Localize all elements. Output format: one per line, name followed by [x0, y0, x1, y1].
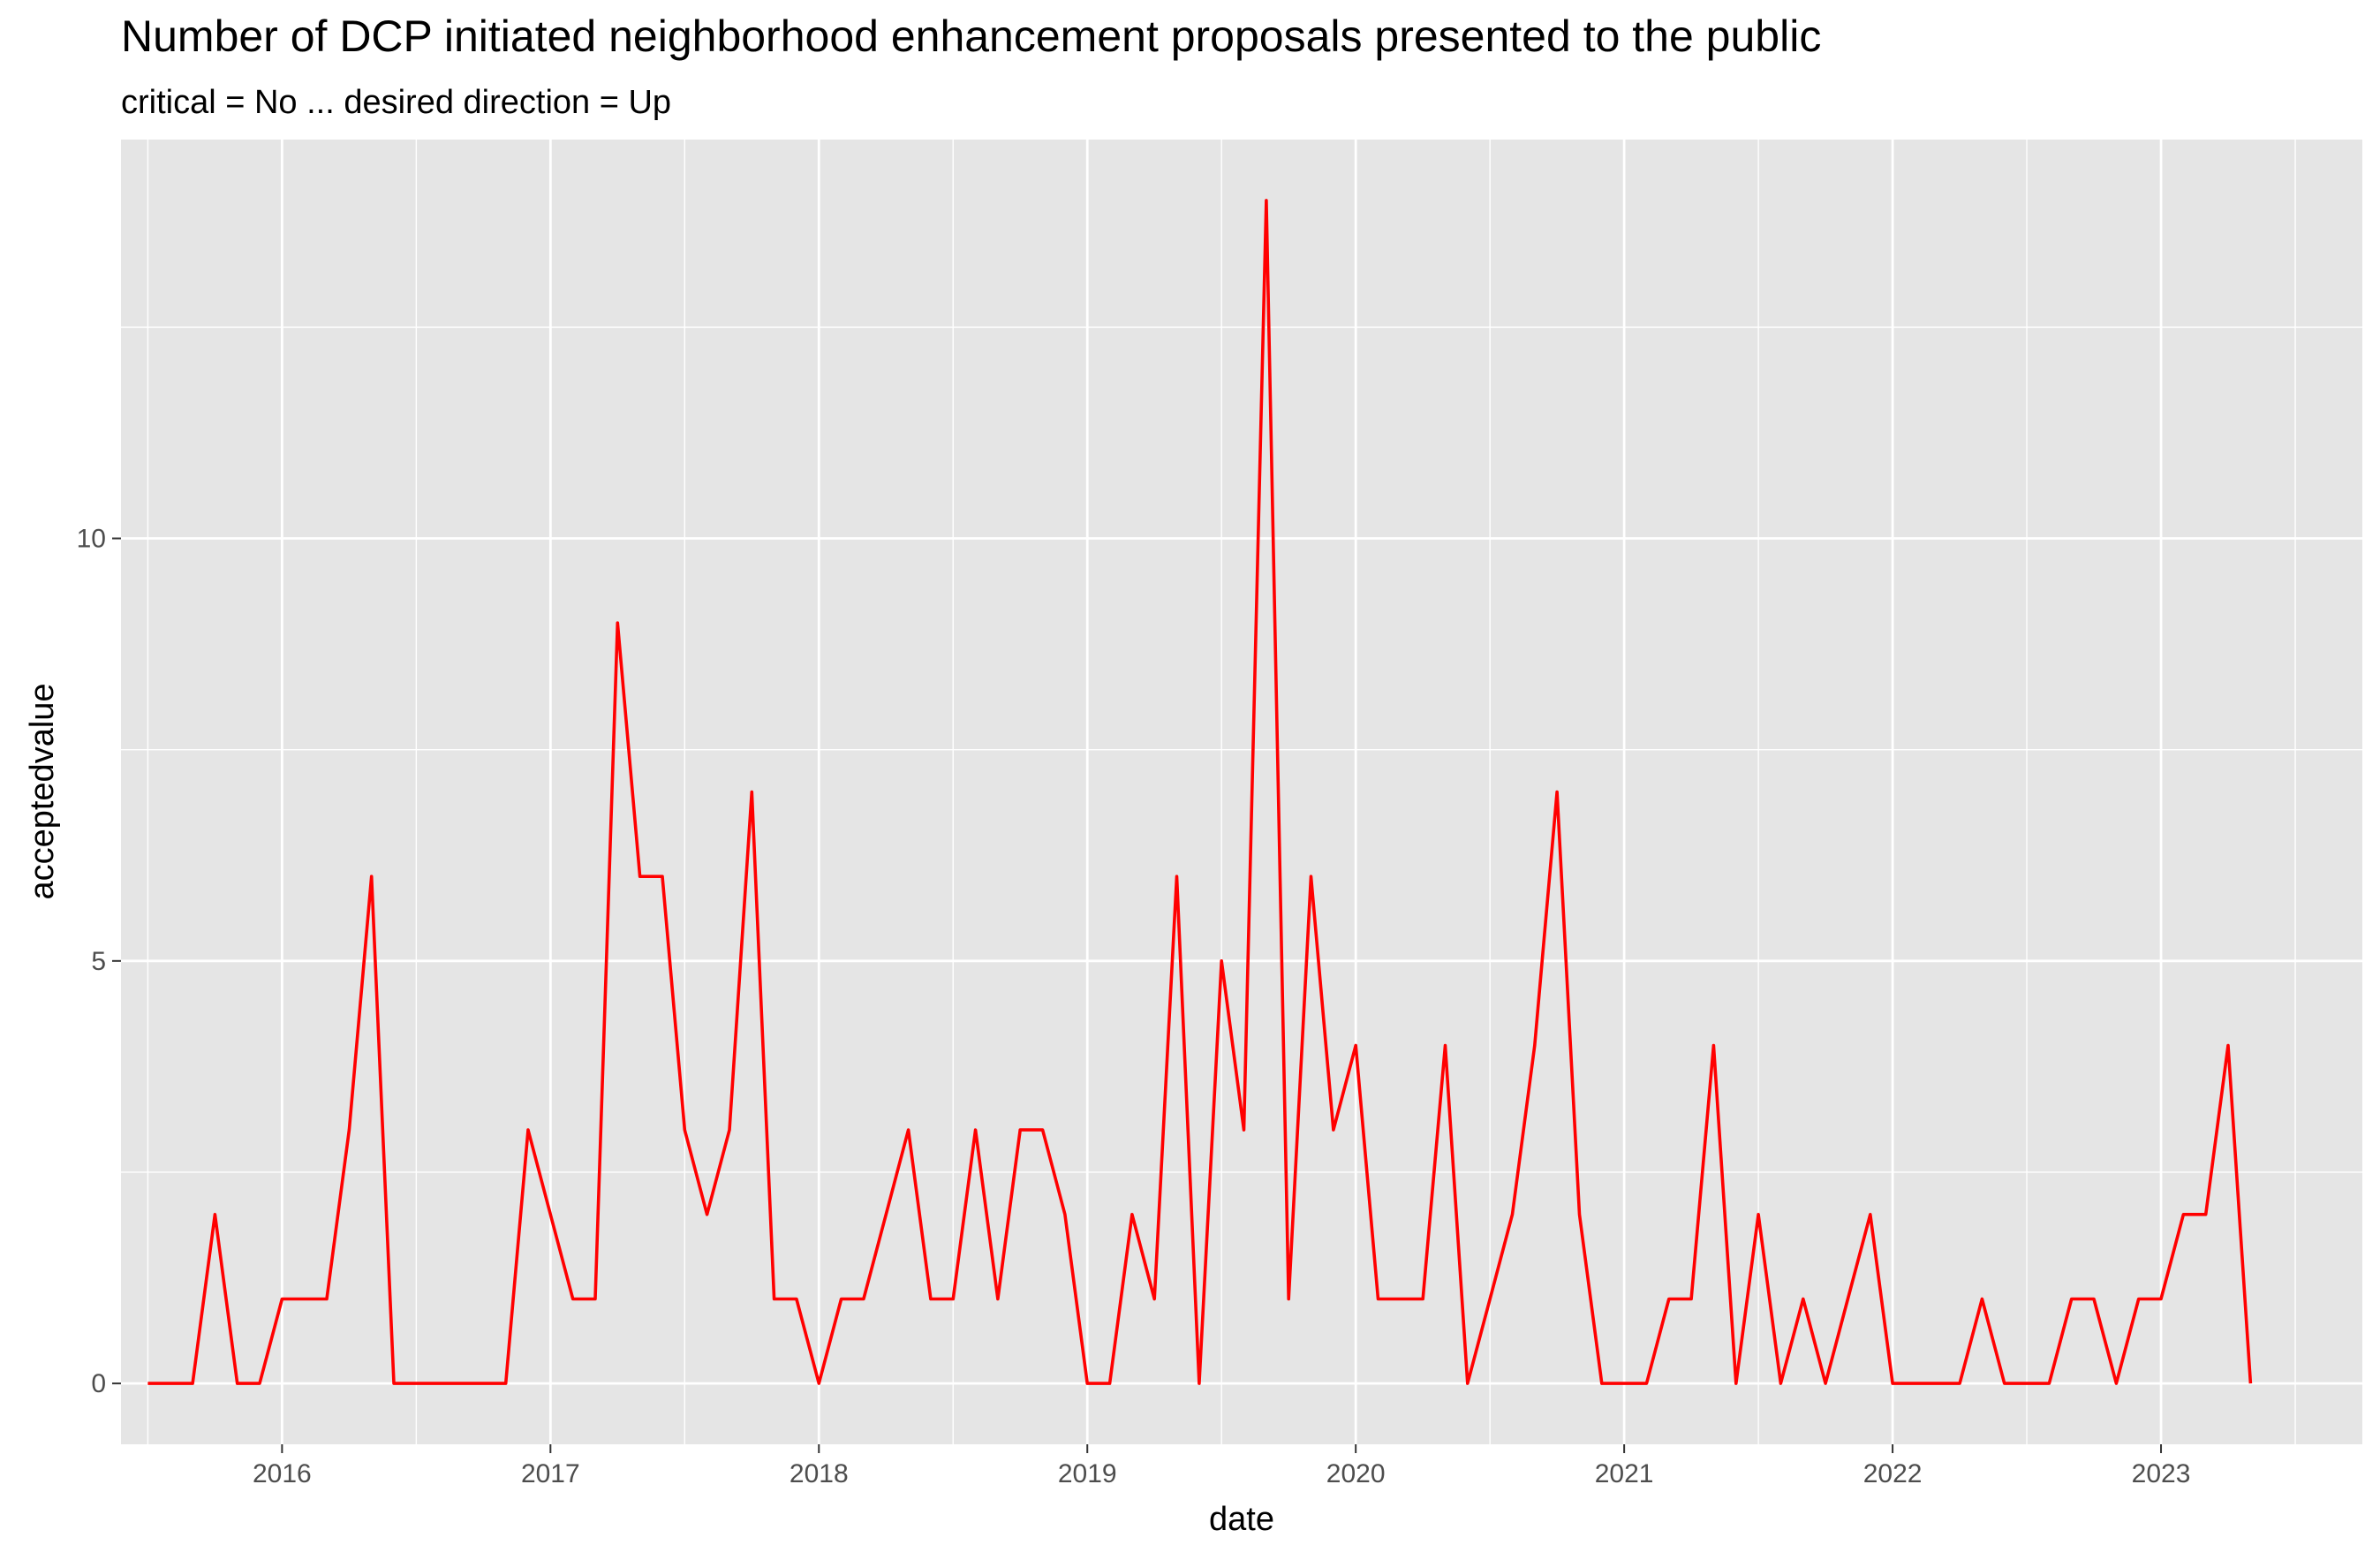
minor-gridlines — [121, 140, 2362, 1444]
y-tick-label: 10 — [77, 525, 106, 554]
series-line-acceptedvalue — [147, 199, 2253, 1385]
x-axis: 2016 2017 2018 2019 2020 2021 2022 2023 — [253, 1444, 2190, 1488]
x-tick-label: 2017 — [521, 1459, 580, 1488]
x-tick-label: 2021 — [1595, 1459, 1654, 1488]
plot-panel — [121, 140, 2362, 1444]
y-axis-label: acceptedvalue — [24, 683, 61, 899]
x-tick-label: 2019 — [1058, 1459, 1117, 1488]
chart-subtitle: critical = No ... desired direction = Up — [121, 84, 671, 121]
y-tick-label: 0 — [91, 1369, 106, 1398]
y-axis: 0 5 10 — [77, 525, 121, 1398]
chart-title: Number of DCP initiated neighborhood enh… — [121, 11, 1821, 61]
x-tick-label: 2023 — [2132, 1459, 2191, 1488]
y-tick-label: 5 — [91, 947, 106, 976]
x-tick-label: 2022 — [1863, 1459, 1923, 1488]
x-tick-label: 2018 — [790, 1459, 849, 1488]
x-axis-label: date — [1209, 1501, 1274, 1538]
x-tick-label: 2016 — [253, 1459, 312, 1488]
x-tick-label: 2020 — [1326, 1459, 1386, 1488]
